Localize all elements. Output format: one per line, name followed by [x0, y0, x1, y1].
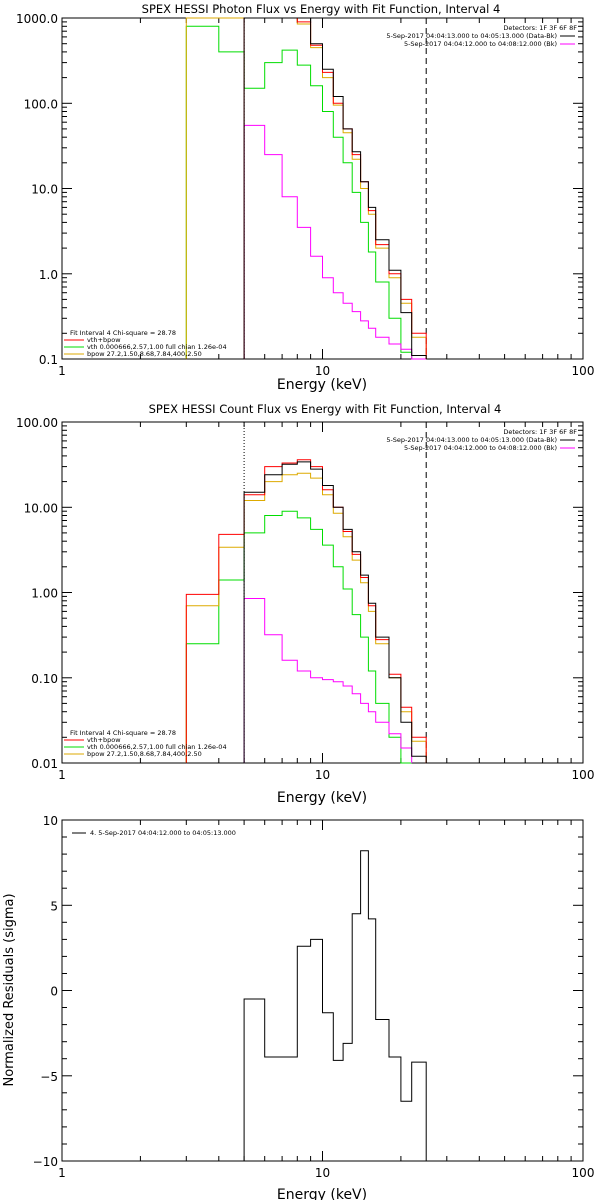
count-legend-fit: Fit Interval 4 Chi-square = 28.78 [70, 729, 176, 737]
count-flux-title: SPEX HESSI Count Flux vs Energy with Fit… [149, 402, 502, 416]
residuals-y-tick-label: 10 [43, 814, 58, 828]
residuals-y-tick-label: −10 [33, 1155, 58, 1169]
photon-info-bk-interval: 5-Sep-2017 04:04:12.000 to 04:08:12.000 … [404, 40, 557, 48]
photon-flux-title: SPEX HESSI Photon Flux vs Energy with Fi… [142, 2, 501, 16]
photon-y-tick-label: 1.0 [39, 268, 58, 282]
residuals-y-tick-label: 5 [50, 899, 58, 913]
residuals-y-axis-label: Normalized Residuals (sigma) [2, 893, 17, 1086]
count-info-bk-interval: 5-Sep-2017 04:04:12.000 to 04:08:12.000 … [404, 444, 557, 452]
photon-y-tick-label: 10.0 [31, 183, 58, 197]
count-x-axis-label: Energy (keV) [277, 790, 367, 806]
count-legend-total: vth+bpow [87, 736, 121, 744]
count-data-series-line [186, 461, 439, 764]
photon-info-detectors: Detectors: 1F 3F 6F 8F [503, 24, 577, 32]
residuals-residuals-series-line [243, 850, 427, 1161]
photon-y-tick-label: 0.1 [39, 353, 58, 367]
count-x-tick-label: 1 [58, 768, 66, 782]
count-legend-vth: vth 0.000666,2.57,1.00 full chian 1.26e-… [87, 743, 227, 751]
photon-x-tick-label: 1 [58, 364, 66, 378]
photon-vth-series-line [185, 25, 413, 359]
photon-legend-vth: vth 0.000666,2.57,1.00 full chian 1.26e-… [87, 343, 227, 351]
count-y-tick-label: 10.00 [24, 501, 58, 515]
count-legend-bpow: bpow 27.2,1.50,8.68,7.84,400,2.50 [87, 750, 202, 758]
photon-legend-bpow: bpow 27.2,1.50,8.68,7.84,400,2.50 [87, 350, 202, 358]
residuals-x-tick-label: 100 [572, 1166, 595, 1180]
photon-legend-total: vth+bpow [87, 336, 121, 344]
residuals-y-tick-label: −5 [40, 1070, 58, 1084]
count-x-tick-label: 100 [572, 768, 595, 782]
photon-flux-panel: SPEX HESSI Photon Flux vs Energy with Fi… [16, 2, 594, 393]
photon-x-axis-label: Energy (keV) [277, 377, 367, 393]
photon-info-data-interval: 5-Sep-2017 04:04:13.000 to 04:05:13.000 … [386, 32, 557, 40]
residuals-y-tick-label: 0 [50, 985, 58, 999]
photon-bpow-series-line [185, 17, 427, 359]
photon-data-series-line [186, 17, 427, 360]
count-y-tick-label: 1.00 [31, 587, 58, 601]
photon-x-tick-label: 10 [315, 364, 330, 378]
photon-x-tick-label: 100 [572, 364, 595, 378]
count-y-tick-label: 0.10 [31, 672, 58, 686]
residuals-panel: 1 10 100 −10 −5 0 5 10 4. 5-Sep-2017 04:04:12.0… [2, 814, 594, 1200]
residuals-legend-text: 4. 5-Sep-2017 04:04:12.000 to 04:05:13.0… [90, 829, 236, 837]
photon-bk-series-line [186, 124, 427, 360]
count-y-tick-label: 0.01 [31, 757, 58, 771]
photon-y-tick-label: 1000.0 [16, 12, 58, 26]
count-info-detectors: Detectors: 1F 3F 6F 8F [503, 428, 577, 436]
residuals-x-tick-label: 1 [58, 1166, 66, 1180]
count-info-data-interval: 5-Sep-2017 04:04:13.000 to 04:05:13.000 … [386, 436, 557, 444]
count-y-tick-label: 100.00 [16, 416, 58, 430]
count-vth-series-line [185, 510, 412, 764]
count-bk-series-line [186, 598, 413, 764]
photon-y-tick-label: 100.0 [24, 97, 58, 111]
photon-legend-fit: Fit Interval 4 Chi-square = 28.78 [70, 329, 176, 337]
residuals-x-axis-label: Energy (keV) [277, 1187, 367, 1200]
count-flux-panel: SPEX HESSI Count Flux vs Energy with Fit… [16, 402, 594, 806]
count-x-tick-label: 10 [315, 768, 330, 782]
photon-total-series-line [186, 17, 427, 360]
residuals-x-tick-label: 10 [315, 1166, 330, 1180]
